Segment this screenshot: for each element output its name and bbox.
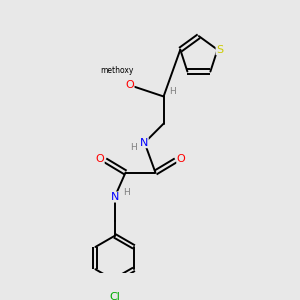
Text: methoxy: methoxy: [101, 66, 134, 75]
Text: O: O: [125, 80, 134, 90]
Text: H: H: [123, 188, 130, 196]
Text: H: H: [169, 87, 176, 96]
Text: O: O: [95, 154, 104, 164]
Text: S: S: [216, 45, 223, 55]
Text: O: O: [177, 154, 186, 164]
Text: Cl: Cl: [109, 292, 120, 300]
Text: N: N: [111, 192, 119, 202]
Text: H: H: [130, 143, 136, 152]
Text: N: N: [140, 138, 148, 148]
